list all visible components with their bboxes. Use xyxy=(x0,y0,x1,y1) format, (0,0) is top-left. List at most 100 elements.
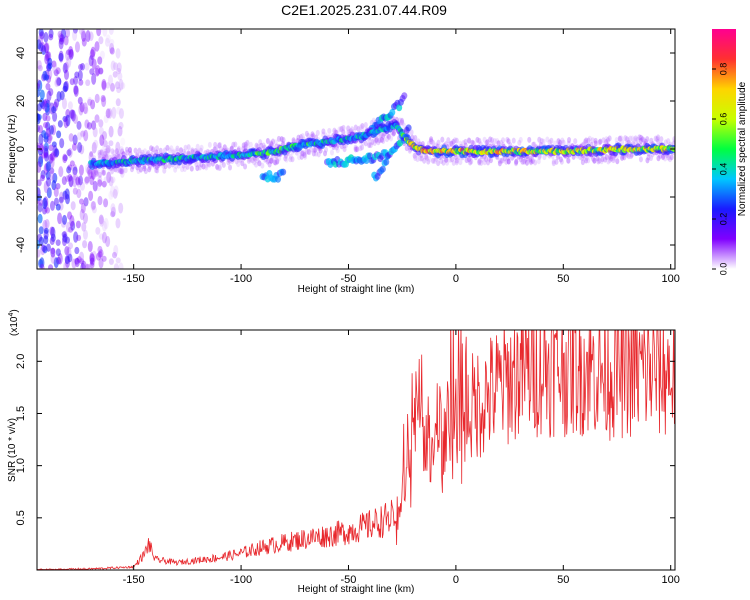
spectrogram-cell xyxy=(94,170,99,177)
spectrogram-cell xyxy=(101,231,107,244)
spectrogram-cell xyxy=(323,150,328,157)
spectrogram-cell xyxy=(68,49,74,59)
spectrogram-cell xyxy=(254,161,259,168)
spectrogram-cell xyxy=(97,149,102,156)
spectrogram-cell xyxy=(37,124,40,133)
spectrogram-cell xyxy=(43,181,49,193)
spectrogram-cell xyxy=(389,108,396,116)
spectrogram-cell xyxy=(137,147,142,154)
spectrogram-cell xyxy=(103,150,108,157)
spectrogram-cell xyxy=(609,153,614,160)
spectrogram-cell xyxy=(38,156,44,168)
spectrogram-cell xyxy=(128,150,133,157)
spectrogram-cell xyxy=(346,125,351,132)
spectrogram-cell xyxy=(50,233,56,243)
spectrogram-cell xyxy=(114,148,119,155)
spectrogram-cell xyxy=(64,188,70,200)
snr-ytick-label: 2.0 xyxy=(15,354,27,369)
colorbar-tick-label: 0.6 xyxy=(718,113,728,126)
spectrogram-cell xyxy=(136,167,141,174)
spectrogram-cell xyxy=(440,136,445,143)
spectrogram-cell xyxy=(108,29,114,36)
spectrogram-cell xyxy=(248,155,253,162)
spectrogram-cell xyxy=(353,146,358,153)
spectrogram-cell xyxy=(110,176,116,184)
spectrogram-cell xyxy=(500,157,505,164)
spectrogram-cell xyxy=(370,138,375,145)
spectrogram-cell xyxy=(281,136,286,143)
spectrogram-cell xyxy=(37,79,43,92)
spectrogram-cell xyxy=(384,136,389,143)
spectrogram-cell xyxy=(105,145,111,154)
spectrogram-cell xyxy=(91,120,97,131)
spectrogram-cell xyxy=(633,135,638,142)
spectrogram-cell xyxy=(541,138,546,145)
spectrogram-cell xyxy=(426,158,431,165)
spectrogram-cell xyxy=(269,141,274,148)
spectrogram-cell xyxy=(397,117,402,124)
spectrogram-cell xyxy=(655,136,660,143)
spectrogram-cell xyxy=(112,71,118,78)
spectrogram-cell xyxy=(37,60,42,70)
spectrogram-cell xyxy=(48,88,54,97)
spectrogram-cell xyxy=(43,32,49,43)
spectrogram-panel: -150 -100 -50 0 50 100 -40 -20 0 20 40 Height of … xyxy=(7,28,680,295)
spectrogram-cell xyxy=(266,157,271,164)
spectrogram-cell xyxy=(630,135,635,142)
spectrogram-cell xyxy=(127,147,132,154)
spectrogram-cell xyxy=(74,257,80,268)
spectrogram-cell xyxy=(197,164,202,171)
spectrogram-cell xyxy=(358,145,363,152)
spectrogram-cell xyxy=(118,202,124,214)
spectrogram-cell xyxy=(316,151,321,158)
spectrogram-cell xyxy=(78,79,84,86)
spectrogram-cell xyxy=(194,161,199,168)
spectrogram-cell xyxy=(108,125,114,138)
spectrogram-cell xyxy=(604,139,609,146)
spectrogram-cell xyxy=(341,129,346,136)
spectrogram-cell xyxy=(603,156,608,163)
spectrogram-cell xyxy=(77,69,83,81)
spectrogram-cell xyxy=(124,146,129,153)
spectrogram-cell xyxy=(426,140,431,147)
spectrogram-cell xyxy=(360,144,365,151)
spectrogram-cell xyxy=(58,166,64,178)
spectrogram-cell xyxy=(310,131,315,138)
spectrogram-cell xyxy=(98,233,104,240)
spectrogram-cell xyxy=(78,63,84,71)
snr-xtick-label: 0 xyxy=(453,574,459,586)
spectrogram-cell xyxy=(465,157,470,164)
spectrogram-cell xyxy=(598,138,603,145)
spectrogram-cell xyxy=(445,159,450,166)
spectrogram-cell xyxy=(383,158,390,166)
spectrogram-cell xyxy=(265,158,270,165)
spectrogram-cell xyxy=(449,140,454,147)
spectrogram-cell xyxy=(601,137,606,144)
spectrogram-cell xyxy=(87,168,93,180)
spectrogram-cell xyxy=(38,199,44,206)
spectrogram-cell xyxy=(537,154,542,161)
spectrogram-cell xyxy=(514,159,519,166)
spectrogram-cell xyxy=(190,147,195,154)
spectrogram-cell xyxy=(303,153,308,160)
spectrogram-cell xyxy=(51,60,57,68)
spectrogram-cell xyxy=(88,31,94,42)
spectrogram-cell xyxy=(307,149,312,156)
spectrogram-cell xyxy=(58,37,64,50)
spectrogram-cell xyxy=(499,157,504,164)
spectrogram-cell xyxy=(269,140,274,147)
spectrogram-cell xyxy=(68,133,74,142)
spectrogram-cell xyxy=(311,132,316,139)
spectrogram-cell xyxy=(162,167,167,174)
spectrogram-cell xyxy=(607,153,612,160)
spectrogram-cell xyxy=(118,121,124,130)
spectrogram-cell xyxy=(470,139,475,146)
spectrogram-cell xyxy=(475,136,480,143)
spectrogram-cell xyxy=(37,112,40,123)
spectrogram-cell xyxy=(123,167,128,174)
spectrogram-cell xyxy=(407,147,412,154)
spectrogram-cell xyxy=(74,246,80,255)
spectrogram-cell xyxy=(656,155,661,162)
spectrogram-cell xyxy=(48,144,54,152)
spectrogram-cell xyxy=(186,144,191,151)
